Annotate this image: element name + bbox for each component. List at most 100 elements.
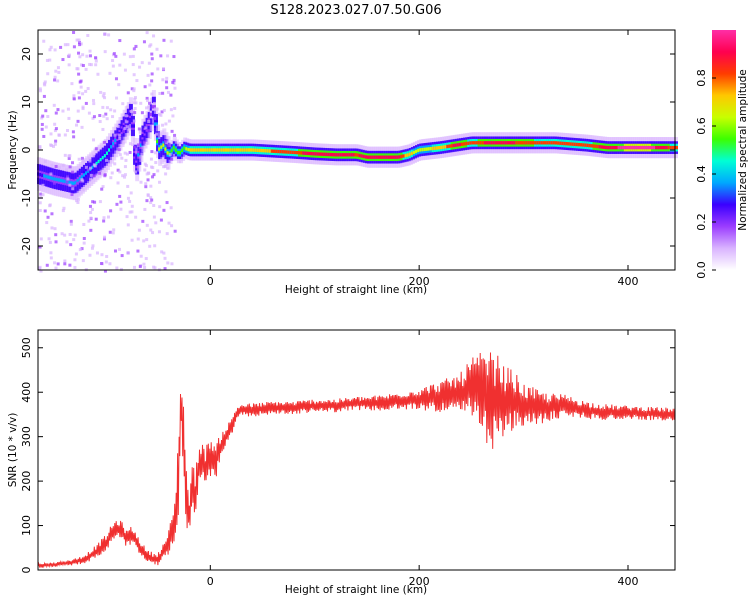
spectrogram-cell xyxy=(130,124,135,128)
spectrogram-cell xyxy=(392,155,397,159)
spectrogram-ticks: 0 200 400 -20 -10 0 10 20 xyxy=(20,30,675,288)
spectrogram-cell xyxy=(239,148,244,152)
y-tick-label: 10 xyxy=(20,95,33,109)
spectrogram-cell xyxy=(141,219,145,223)
spectrogram-cell xyxy=(389,155,394,159)
spectrogram-cell xyxy=(49,143,53,147)
spectrogram-cell xyxy=(134,215,138,219)
spectrogram-cell xyxy=(152,173,156,177)
spectrogram-cell xyxy=(651,145,656,150)
spectrogram-cell xyxy=(594,144,599,148)
spectrogram-cell xyxy=(279,149,284,154)
spectrogram-cell xyxy=(88,159,92,163)
spectrogram-cell xyxy=(410,151,415,156)
spectrogram-cell xyxy=(124,114,128,118)
spectrogram-cell xyxy=(638,145,643,150)
spectrogram-cell xyxy=(133,170,137,174)
spectrogram-cell xyxy=(90,207,94,211)
spectrogram-cell xyxy=(567,142,572,146)
spectrogram-cell xyxy=(91,200,95,204)
spectrogram-cell xyxy=(260,148,265,153)
spectrogram-cell xyxy=(92,138,96,142)
spectrogram-cell xyxy=(121,141,125,145)
spectrogram-cell xyxy=(653,145,658,150)
spectrogram-cell xyxy=(118,39,122,43)
spectrogram-cell xyxy=(103,96,107,100)
spectrogram-cell xyxy=(117,148,121,152)
spectrogram-cell xyxy=(133,97,137,101)
spectrogram-cell xyxy=(544,141,549,145)
spectrogram-cell xyxy=(155,47,159,51)
spectrogram-cell xyxy=(38,87,42,91)
spectrogram-cell xyxy=(80,63,84,67)
spectrogram-cell xyxy=(155,132,159,136)
spectrogram-cell xyxy=(80,125,84,129)
spectrogram-cell xyxy=(173,86,177,90)
spectrogram-cell xyxy=(152,203,156,207)
spectrogram-cell xyxy=(45,58,49,62)
spectrogram-cell xyxy=(133,96,137,100)
spectrogram-cell xyxy=(166,261,170,265)
spectrogram-cell xyxy=(293,150,298,155)
spectrogram-cell xyxy=(364,155,369,159)
spectrogram-cell xyxy=(121,102,125,106)
spectrogram-cell xyxy=(61,58,65,62)
spectrogram-cell xyxy=(220,148,225,152)
spectrogram-cell xyxy=(191,148,196,152)
spectrogram-cell xyxy=(145,141,149,145)
spectrogram-cell xyxy=(91,116,95,120)
spectrogram-cell xyxy=(106,215,110,219)
spectrogram-cell xyxy=(133,111,137,115)
colorbar-ticks: 0.0 0.2 0.4 0.6 0.8 xyxy=(695,69,716,279)
spectrogram-cell xyxy=(78,43,82,47)
spectrogram-cell xyxy=(102,92,106,96)
spectrogram-cell xyxy=(84,165,88,169)
spectrogram-cell xyxy=(621,145,626,150)
spectrogram-cell xyxy=(72,30,76,34)
spectrogram-cell xyxy=(513,141,518,145)
spectrogram-cell xyxy=(571,142,576,146)
spectrogram-cell xyxy=(164,172,168,176)
spectrogram-cell xyxy=(112,228,116,232)
spectrogram-cell xyxy=(536,141,541,145)
spectrogram-cell xyxy=(354,153,359,157)
spectrogram-cell xyxy=(165,76,169,80)
spectrogram-cell xyxy=(559,141,564,145)
spectrogram-cell xyxy=(123,165,127,169)
spectrogram-cell xyxy=(68,232,72,236)
spectrogram-cell xyxy=(325,152,330,157)
spectrogram-cell xyxy=(92,115,96,119)
spectrogram-cell xyxy=(89,63,93,67)
spectrogram-cell xyxy=(208,148,213,152)
spectrogram-cell xyxy=(143,168,147,172)
spectrogram-cell xyxy=(287,150,292,154)
spectrogram-cell xyxy=(165,141,169,145)
spectrogram-cell xyxy=(241,148,246,152)
spectrogram-cell xyxy=(91,154,95,158)
spectrogram-cell xyxy=(615,145,620,150)
spectrogram-cell xyxy=(86,87,90,91)
spectrogram-cell xyxy=(323,152,328,156)
snr-series-line xyxy=(37,352,676,569)
spectrogram-cell xyxy=(467,141,472,145)
spectrogram-cell xyxy=(54,69,58,73)
spectrogram-cell xyxy=(548,141,553,145)
spectrogram-cell xyxy=(94,217,98,221)
spectrogram-cell xyxy=(131,63,135,67)
spectrogram-cell xyxy=(89,173,93,177)
spectrogram-cell xyxy=(43,80,47,84)
spectrogram-cell xyxy=(42,94,46,98)
snr-xlabel: Height of straight line (km) xyxy=(285,584,427,596)
spectrogram-cell xyxy=(479,141,484,145)
spectrogram-cell xyxy=(89,177,93,181)
spectrogram-cell xyxy=(46,72,50,76)
spectrogram-cell xyxy=(429,147,434,151)
spectrogram-cell xyxy=(41,173,46,177)
spectrogram-cell xyxy=(227,148,232,152)
spectrogram-cell xyxy=(145,126,150,130)
spectrogram-cell xyxy=(506,141,511,145)
spectrogram-cell xyxy=(89,216,93,220)
spectrogram-cell xyxy=(77,72,81,76)
spectrogram-cell xyxy=(456,143,461,147)
